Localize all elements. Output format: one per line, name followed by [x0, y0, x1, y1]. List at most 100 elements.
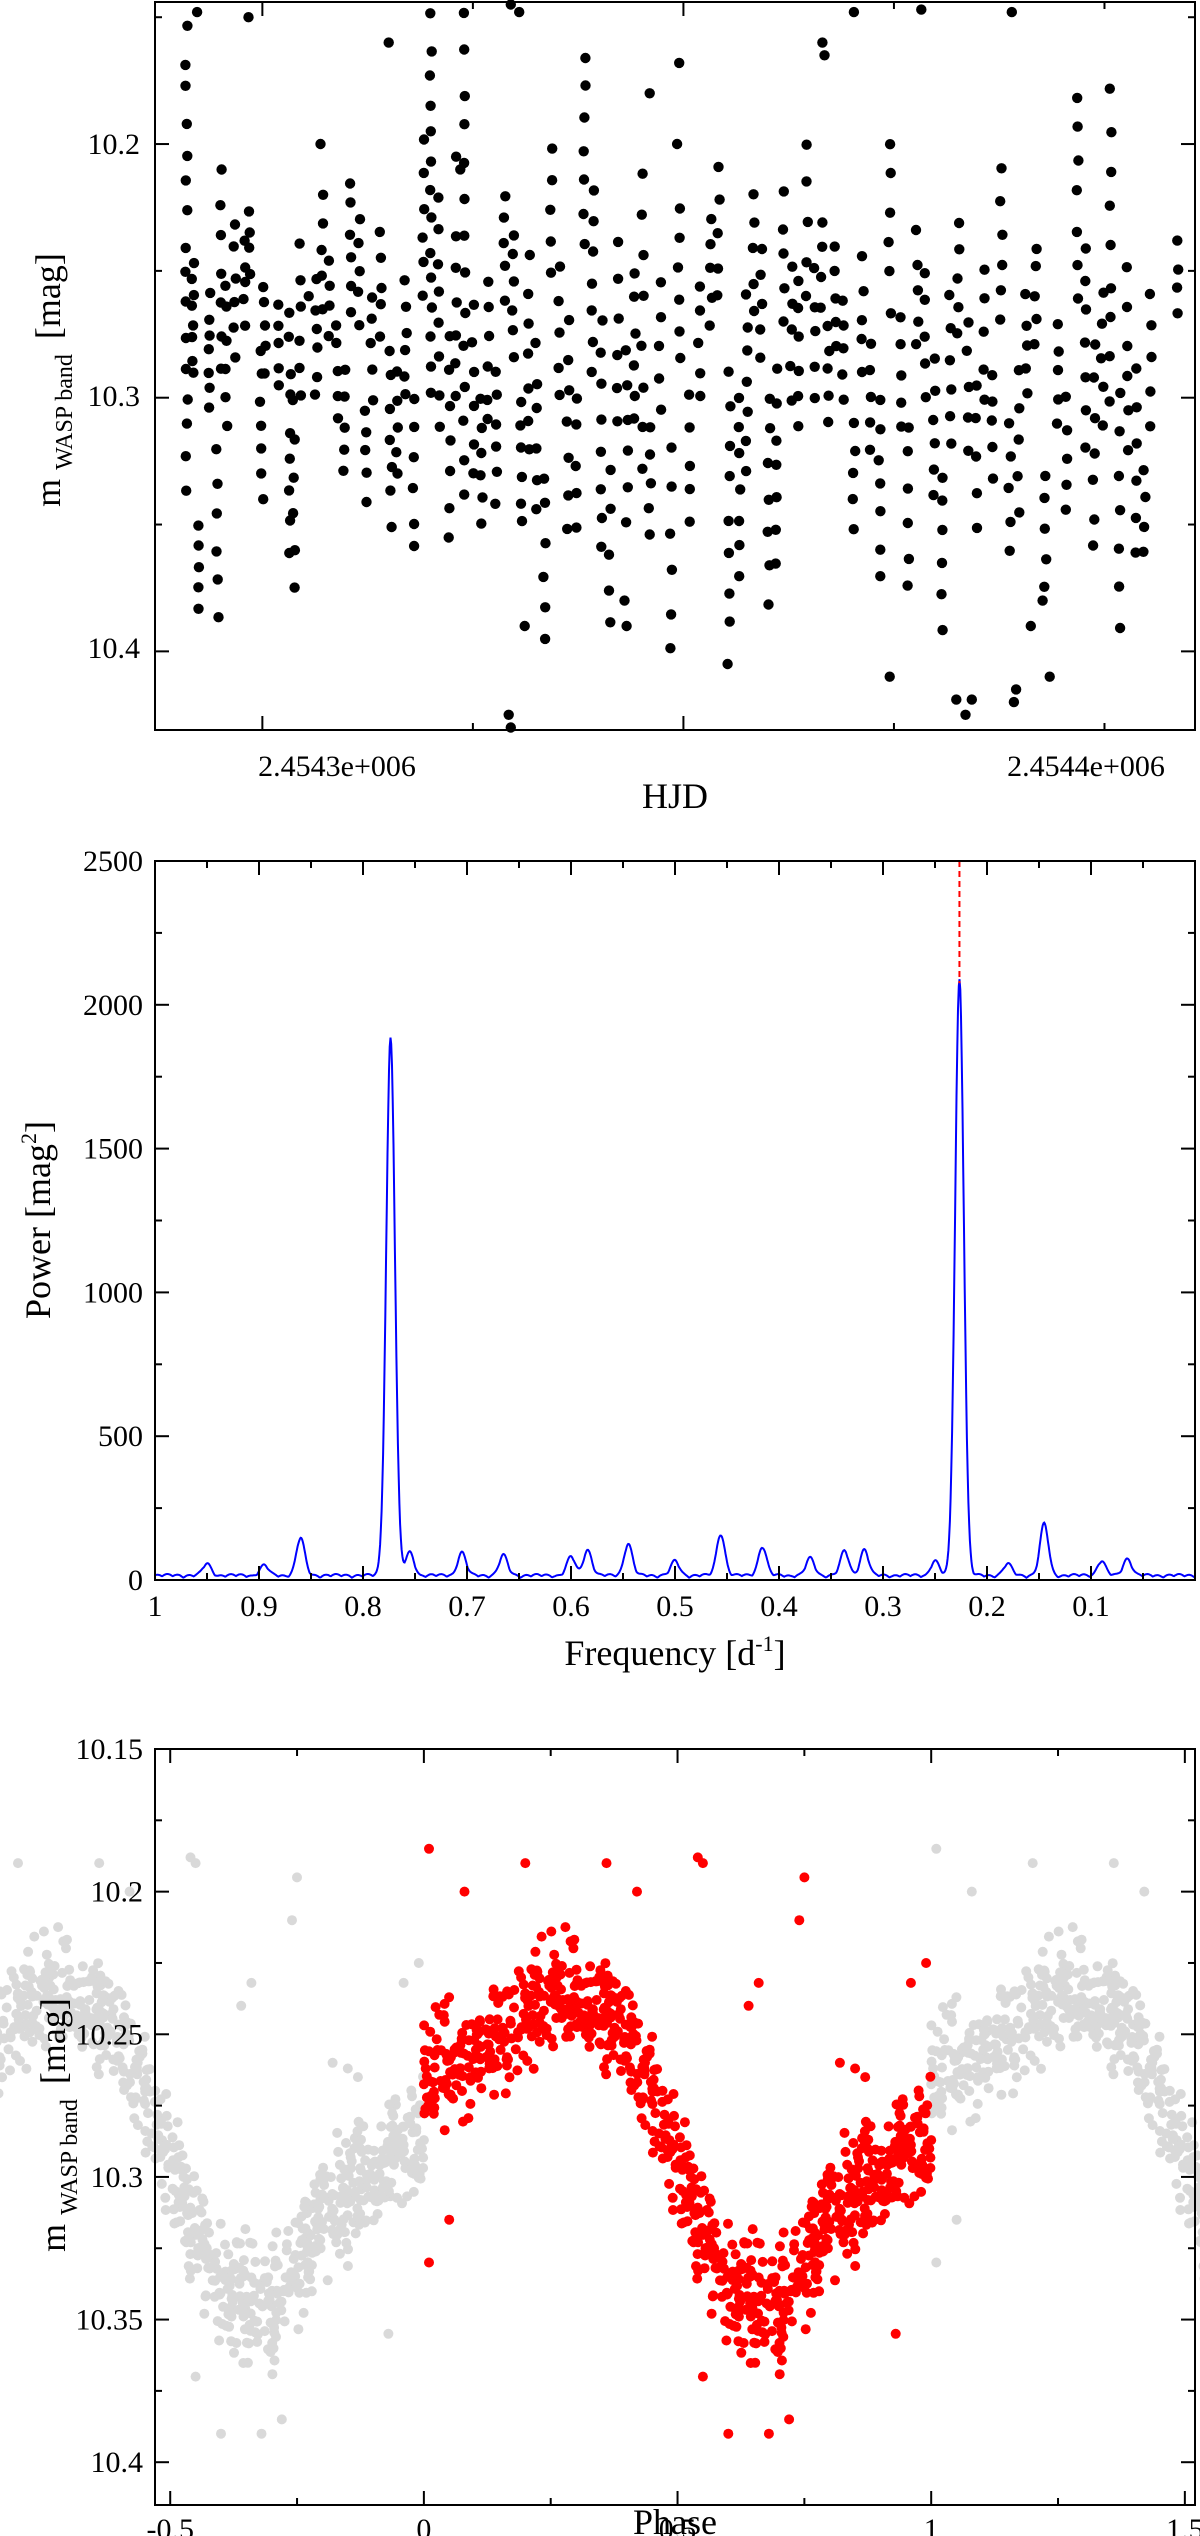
repeated-point [54, 2008, 65, 2019]
phase-point [599, 2062, 609, 2073]
data-point [1171, 282, 1183, 293]
data-point [443, 532, 454, 543]
repeated-point [0, 2072, 8, 2083]
data-point [545, 267, 557, 278]
data-point [220, 280, 231, 291]
repeated-point [950, 2054, 960, 2064]
repeated-point [0, 2088, 4, 2099]
data-point [763, 599, 774, 610]
data-point [507, 305, 518, 316]
data-point [433, 317, 444, 328]
phase-point [549, 1990, 560, 2001]
repeated-point [185, 1852, 196, 1863]
repeated-point [1167, 2133, 1178, 2144]
data-point [873, 455, 884, 466]
magnitude-tick-label: 10.4 [91, 2446, 144, 2479]
phase-point [510, 2044, 521, 2055]
data-point [1096, 318, 1108, 329]
repeated-point [188, 2187, 199, 2198]
data-point [884, 139, 896, 150]
phase-point [707, 2291, 718, 2302]
repeated-point [244, 2319, 255, 2330]
data-point [425, 156, 437, 167]
phase-point [848, 2138, 859, 2148]
data-point [1146, 320, 1157, 331]
repeated-point [939, 2034, 950, 2045]
phase-point [547, 1975, 558, 1986]
phase-point [737, 2260, 747, 2271]
data-point [987, 370, 998, 381]
phase-point [709, 2218, 720, 2229]
data-point [1005, 451, 1016, 462]
hjd-y-label-sub: WASP band [52, 354, 78, 470]
data-point [596, 378, 607, 389]
repeated-point [365, 2168, 376, 2179]
data-point [822, 363, 833, 374]
repeated-point [342, 2063, 353, 2074]
repeated-point [223, 2249, 234, 2260]
phase-point [800, 2324, 811, 2335]
data-point [858, 286, 869, 297]
frequency-tick-label: 1 [148, 1590, 163, 1623]
repeated-point [1, 2002, 12, 2013]
phase-point [861, 2176, 872, 2187]
data-point [255, 420, 267, 431]
data-point [385, 485, 396, 496]
data-point [425, 361, 437, 372]
phase-point [884, 2145, 895, 2156]
repeated-point [970, 2050, 980, 2061]
repeated-point [352, 2136, 363, 2147]
data-point [312, 342, 323, 353]
repeated-point [300, 2196, 311, 2207]
repeated-point [167, 2132, 178, 2143]
data-point [937, 495, 948, 506]
data-point [928, 414, 939, 426]
phase-point [610, 1978, 621, 1989]
repeated-point [372, 2209, 383, 2219]
data-point [837, 369, 848, 380]
repeated-point [22, 1999, 33, 2010]
data-point [417, 290, 428, 301]
data-point [459, 230, 470, 241]
outlier-point [303, 291, 314, 302]
repeated-point [1157, 2108, 1168, 2119]
data-point [1131, 363, 1142, 374]
data-point [515, 498, 527, 509]
data-point [193, 520, 204, 531]
repeated-point [346, 2156, 357, 2167]
phase-axis-ticks [155, 1748, 1195, 2505]
data-point [459, 44, 470, 55]
data-point [603, 585, 615, 596]
data-point [490, 441, 502, 452]
data-point [586, 305, 597, 316]
data-point [212, 574, 223, 585]
phase-point [822, 2243, 833, 2254]
data-point [360, 444, 371, 456]
magnitude-tick-label: 10.15 [76, 1733, 144, 1766]
repeated-point [1154, 2126, 1165, 2136]
data-point [289, 434, 300, 445]
data-point [180, 80, 191, 92]
data-point [285, 369, 296, 380]
data-point [875, 394, 886, 406]
repeated-point [1135, 2000, 1146, 2011]
data-point [936, 557, 948, 569]
phase-point [444, 1992, 455, 2003]
phase-point [778, 2227, 789, 2238]
phase-point [881, 2168, 892, 2179]
data-point [392, 395, 403, 406]
data-point [864, 444, 876, 455]
repeated-point [23, 1946, 34, 1957]
phase-point [669, 2110, 679, 2121]
data-point [554, 389, 565, 401]
data-point [477, 492, 488, 503]
data-point [756, 298, 768, 310]
repeated-point [1042, 2036, 1052, 2047]
data-point [1072, 259, 1083, 271]
repeated-point [250, 2327, 261, 2338]
phase-tick-label: 0.5 [659, 2513, 697, 2536]
repeated-point [77, 2041, 88, 2052]
data-point [777, 224, 789, 235]
outlier-point [621, 620, 632, 632]
data-point [1173, 264, 1184, 275]
